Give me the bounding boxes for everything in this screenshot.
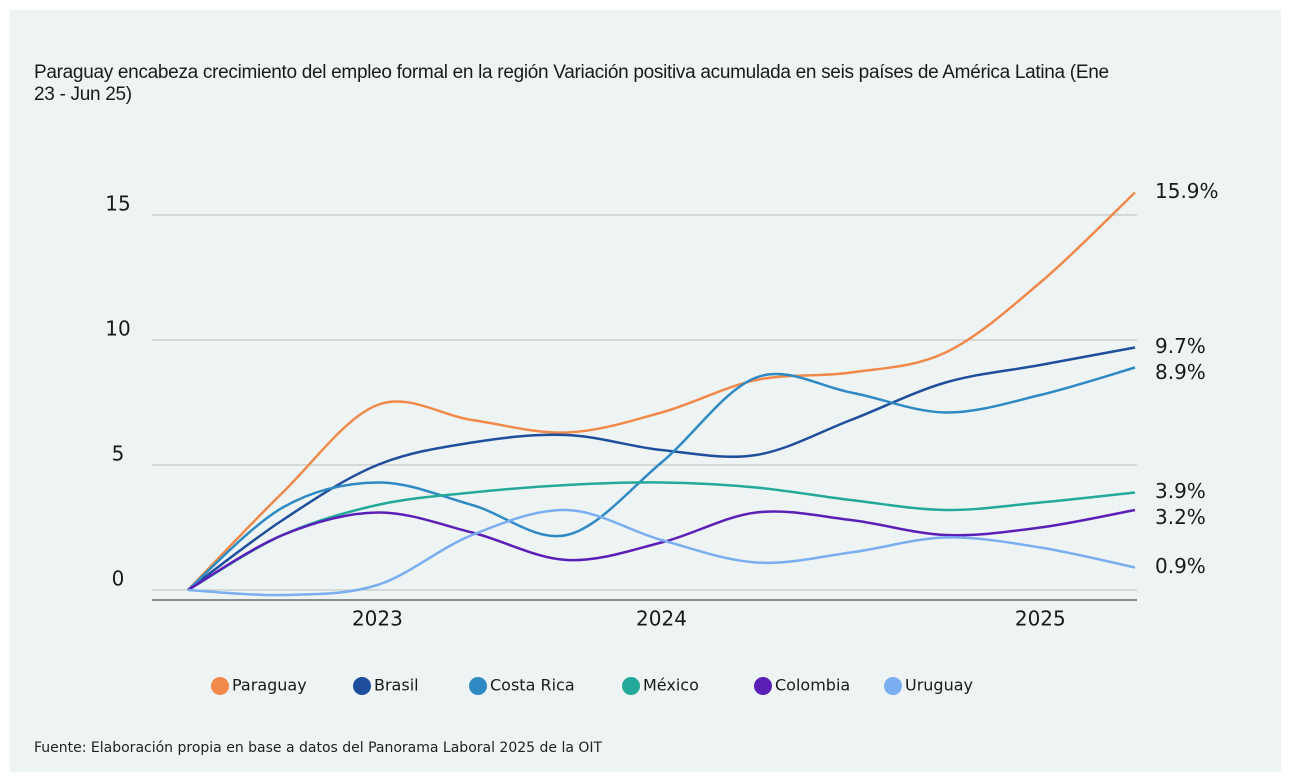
- y-tick-label: 0: [112, 567, 125, 591]
- x-tick-label: 2025: [1015, 607, 1066, 631]
- legend-swatch: [884, 677, 902, 695]
- series-line: [187, 191, 1136, 591]
- source-note: Fuente: Elaboración propia en base a dat…: [34, 740, 603, 756]
- x-tick-label: 2023: [352, 607, 403, 631]
- value-label: 9.7%: [1155, 334, 1206, 358]
- legend-swatch: [353, 677, 371, 695]
- value-label: 0.9%: [1155, 554, 1206, 578]
- legend-label: Costa Rica: [490, 676, 575, 695]
- value-label: 3.2%: [1155, 505, 1206, 529]
- value-label: 3.9%: [1155, 479, 1206, 503]
- legend-label: Brasil: [374, 676, 419, 695]
- series-line: [187, 366, 1136, 591]
- legend-swatch: [469, 677, 487, 695]
- legend-label: México: [643, 676, 699, 695]
- series-line: [187, 481, 1136, 592]
- legend-label: Paraguay: [232, 676, 307, 695]
- value-label: 15.9%: [1155, 179, 1219, 203]
- legend-swatch: [754, 677, 772, 695]
- legend-swatch: [211, 677, 229, 695]
- legend-label: Colombia: [775, 676, 850, 695]
- y-tick-label: 15: [105, 192, 130, 216]
- legend-label: Uruguay: [905, 676, 973, 695]
- legend-swatch: [622, 677, 640, 695]
- series-line: [187, 508, 1136, 592]
- card: Paraguay encabeza crecimiento del empleo…: [10, 10, 1281, 772]
- value-label: 8.9%: [1155, 360, 1206, 384]
- chart-title: Paraguay encabeza crecimiento del empleo…: [34, 62, 1109, 105]
- series-line: [187, 346, 1136, 592]
- x-tick-label: 2024: [636, 607, 687, 631]
- series-line: [187, 508, 1136, 597]
- y-tick-label: 5: [112, 442, 125, 466]
- y-tick-label: 10: [105, 317, 130, 341]
